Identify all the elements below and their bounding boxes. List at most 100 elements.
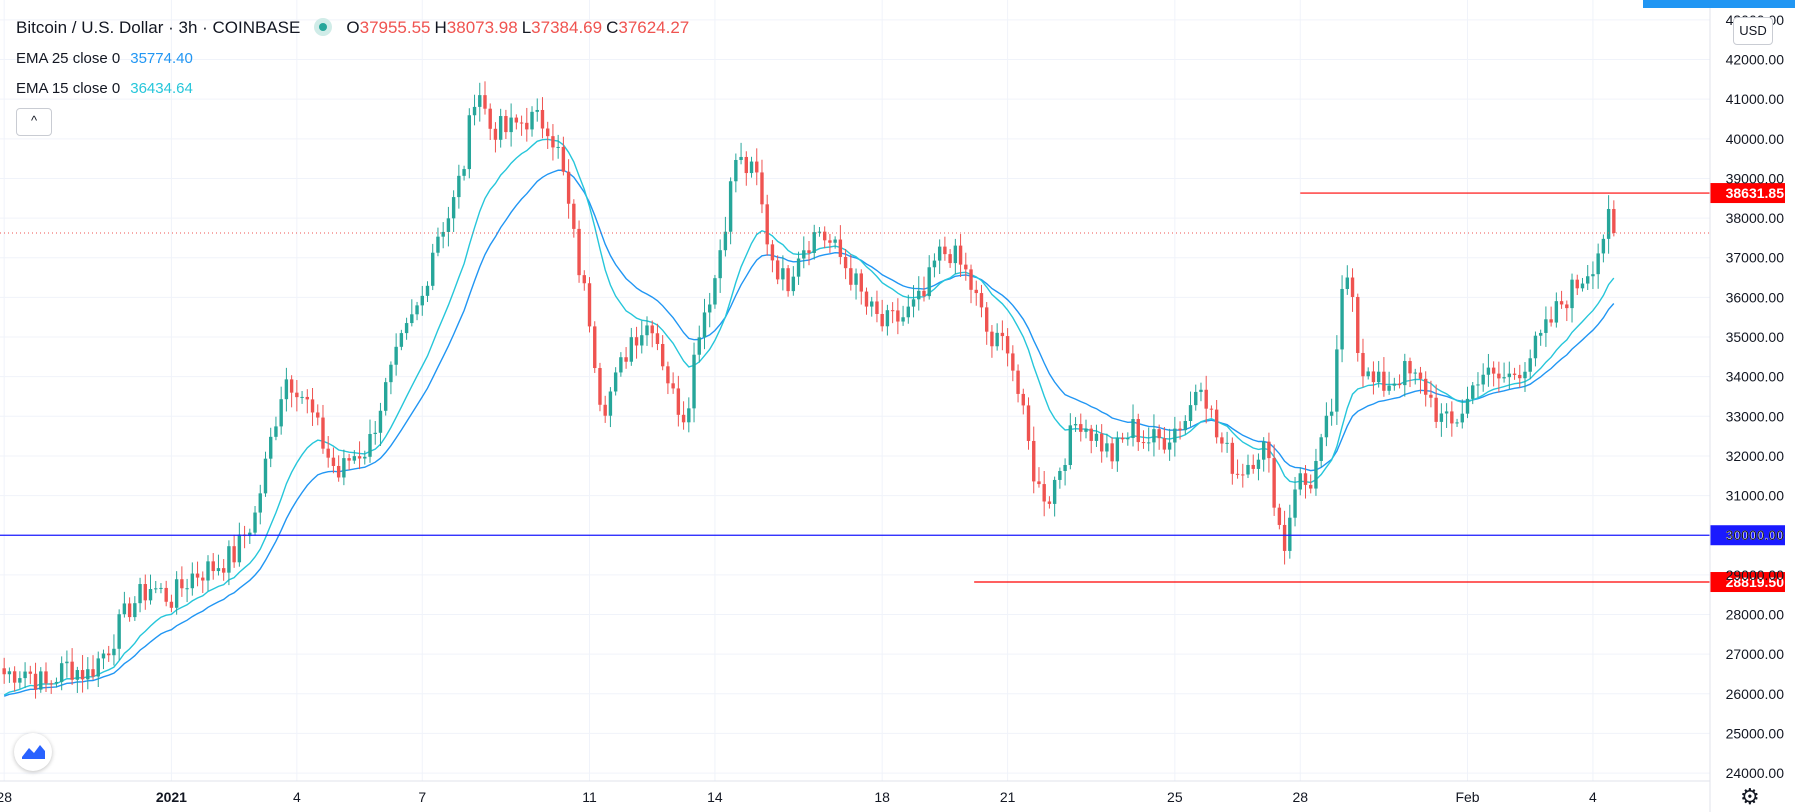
candle-body bbox=[1194, 391, 1198, 406]
candle-body bbox=[237, 534, 242, 563]
candle bbox=[791, 266, 796, 296]
candle-body bbox=[436, 236, 440, 253]
candle bbox=[582, 270, 586, 291]
candle bbox=[1591, 261, 1595, 290]
candle bbox=[985, 302, 989, 345]
ema-25-legend[interactable]: EMA 25 close 0 35774.40 bbox=[16, 50, 193, 67]
candle bbox=[728, 177, 733, 245]
y-tick-label: 27000.00 bbox=[1726, 646, 1785, 662]
collapse-legend-button[interactable]: ^ bbox=[16, 108, 52, 136]
candle-body bbox=[1094, 433, 1099, 441]
candle-body bbox=[1392, 383, 1397, 386]
candle bbox=[65, 650, 69, 678]
candle-body bbox=[394, 346, 398, 365]
candle-body bbox=[645, 325, 649, 336]
candle bbox=[112, 634, 116, 666]
candle bbox=[890, 302, 895, 324]
candle-body bbox=[650, 325, 654, 334]
candle-body bbox=[561, 146, 566, 172]
candle-body bbox=[493, 128, 498, 140]
candle bbox=[1502, 362, 1506, 383]
candle-body bbox=[953, 245, 958, 264]
candle bbox=[216, 554, 221, 576]
candle bbox=[1408, 357, 1412, 388]
candle-body bbox=[169, 601, 174, 608]
candle-body bbox=[1073, 424, 1078, 426]
candle bbox=[12, 666, 17, 692]
y-tick-label: 29000.00 bbox=[1726, 567, 1785, 583]
price-levels: 38631.85 30000.00 28819.50 bbox=[0, 183, 1785, 593]
candle-body bbox=[331, 457, 336, 466]
candle bbox=[1476, 372, 1480, 398]
candle bbox=[979, 284, 984, 318]
candle-body bbox=[1230, 442, 1235, 474]
y-tick-label: 39000.00 bbox=[1726, 170, 1785, 186]
candle bbox=[49, 680, 53, 694]
candle bbox=[671, 372, 675, 394]
candle-body bbox=[1465, 398, 1470, 414]
candle bbox=[922, 276, 926, 302]
candle bbox=[1403, 353, 1407, 397]
market-status-icon[interactable] bbox=[314, 18, 333, 36]
candle bbox=[1528, 349, 1532, 380]
candle-body bbox=[1068, 425, 1073, 466]
candle-body bbox=[279, 399, 283, 427]
candle bbox=[1147, 427, 1151, 452]
candle-body bbox=[1429, 394, 1433, 398]
candle-body bbox=[1423, 378, 1428, 395]
candle-body bbox=[1460, 413, 1464, 423]
candle bbox=[206, 555, 210, 592]
x-tick-label: 28 bbox=[1292, 789, 1308, 805]
candle-body bbox=[671, 383, 675, 389]
candle bbox=[1460, 399, 1464, 429]
candle bbox=[796, 251, 801, 285]
candle-body bbox=[1011, 353, 1015, 371]
candle-body bbox=[96, 658, 100, 677]
tradingview-logo-icon bbox=[22, 745, 45, 759]
candle bbox=[937, 239, 942, 275]
gear-icon[interactable]: ⚙ bbox=[1740, 784, 1760, 809]
support-price-label: 30000.00 bbox=[1726, 527, 1785, 543]
candle-body bbox=[383, 382, 388, 411]
candle bbox=[1303, 465, 1308, 499]
candle-body bbox=[708, 304, 712, 313]
candle bbox=[399, 329, 404, 351]
candle bbox=[483, 81, 487, 115]
candle bbox=[310, 388, 315, 426]
candle bbox=[723, 216, 728, 257]
candle-body bbox=[431, 252, 435, 286]
candle-body bbox=[1282, 524, 1287, 551]
candle bbox=[185, 578, 189, 603]
ema-15-legend[interactable]: EMA 15 close 0 36434.64 bbox=[16, 80, 193, 97]
candle-body bbox=[352, 456, 357, 461]
candle-body bbox=[1021, 393, 1025, 406]
candle bbox=[86, 657, 90, 690]
candle bbox=[258, 484, 262, 525]
candle-body bbox=[655, 333, 660, 344]
tradingview-logo-icon[interactable] bbox=[14, 733, 52, 771]
candle-body bbox=[572, 203, 576, 229]
candle-body bbox=[310, 399, 315, 413]
candle bbox=[875, 290, 879, 323]
candle bbox=[493, 122, 498, 153]
candle-body bbox=[1147, 442, 1151, 444]
candle-body bbox=[1225, 442, 1229, 444]
y-tick-label: 35000.00 bbox=[1726, 329, 1785, 345]
candle-body bbox=[404, 323, 409, 334]
candle-body bbox=[1507, 373, 1512, 378]
candle-body bbox=[1241, 474, 1245, 476]
candle bbox=[608, 387, 613, 428]
candle-body bbox=[28, 671, 33, 674]
candle-body bbox=[1356, 296, 1360, 353]
candle bbox=[1220, 432, 1224, 453]
candle-body bbox=[744, 156, 748, 174]
candle bbox=[488, 103, 492, 140]
currency-button[interactable]: USD bbox=[1733, 17, 1773, 45]
candle-body bbox=[530, 111, 534, 130]
candle-body bbox=[1586, 276, 1590, 284]
y-tick-label: 32000.00 bbox=[1726, 448, 1785, 464]
candle-body bbox=[211, 561, 215, 572]
candle-body bbox=[201, 577, 205, 581]
